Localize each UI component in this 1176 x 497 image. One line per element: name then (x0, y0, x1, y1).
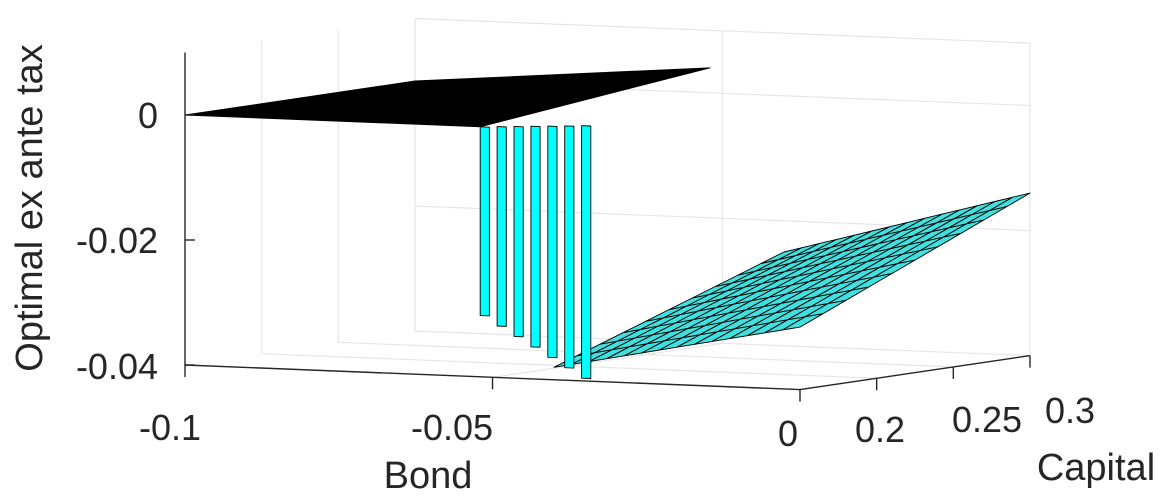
drop-face (547, 125, 558, 359)
drop-face (530, 125, 541, 348)
z-axis-label: Optimal ex ante tax (9, 44, 51, 371)
y-tick-label-0: 0.2 (855, 409, 905, 450)
grid-line (338, 341, 954, 368)
y-tick-label-1: 0.25 (952, 399, 1022, 440)
drop-face (496, 126, 507, 327)
surface-cell (988, 192, 1031, 212)
z-tick-label-0: 0 (138, 95, 158, 136)
x-axis-label: Bond (384, 455, 473, 497)
surface-layer (184, 67, 1031, 379)
grid-line (492, 342, 723, 378)
y-axis-line (799, 354, 1031, 391)
z-tick-label-2: -0.04 (76, 346, 158, 387)
axes-layer (184, 52, 1031, 402)
y-axis-label: Capital (1037, 447, 1155, 489)
drop-face (479, 126, 490, 317)
y-tick-label-2: 0.3 (1045, 390, 1095, 431)
drop-face (581, 125, 592, 379)
upper-plateau (184, 67, 711, 128)
drop-face (513, 125, 524, 338)
x-tick-label-1: -0.05 (411, 407, 493, 448)
x-tick-label-0: -0.1 (139, 407, 201, 448)
z-tick-label-1: -0.02 (76, 220, 158, 261)
x-tick-label-2: 0 (778, 413, 798, 454)
drop-face (564, 125, 575, 369)
